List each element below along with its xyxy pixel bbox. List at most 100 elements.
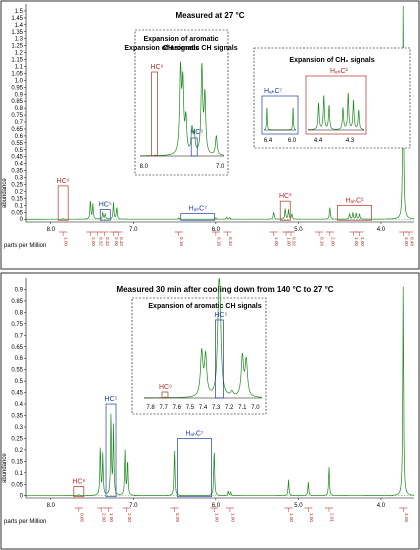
inset-x-tick: 7.0: [251, 405, 260, 411]
inset-box-hc6: [151, 71, 158, 157]
chart-title: Measured at 27 °C: [175, 11, 244, 20]
inset-label: HC⁵: [214, 312, 227, 319]
integral-value: 0.32: [291, 237, 296, 246]
integral-value: 2.00: [114, 237, 119, 246]
y-axis-label: abundance: [2, 178, 8, 208]
y-tick-label: 0.1: [15, 471, 24, 477]
x-tick-label: 6.0: [212, 227, 221, 233]
peak-label: HC⁵: [105, 396, 118, 403]
y-tick-label: 0.25: [11, 436, 23, 442]
y-tick-label: 0.05: [11, 210, 23, 216]
integral-value: 1.00: [360, 237, 365, 246]
panel-frame: [0, 272, 420, 550]
x-axis-label: parts per Million: [4, 519, 46, 525]
y-tick-label: 1.5: [15, 9, 24, 15]
y-tick-label: 0.7: [15, 333, 24, 339]
inset-x-tick: 7.3: [212, 405, 221, 411]
y-tick-label: 0.5: [15, 379, 24, 385]
integral-value: 0.32: [105, 237, 110, 246]
inset-x-tick: 7.7: [159, 405, 168, 411]
y-tick-label: 0.6: [15, 356, 24, 362]
inset-title-line2: CH signals: [163, 45, 199, 52]
peak-highlight-box: [57, 185, 69, 221]
peak-label: HC³: [279, 193, 292, 200]
y-tick-label: 0.65: [11, 127, 23, 133]
inset-title: Expansion of CH₂ signals: [289, 57, 374, 64]
integral-value: 0.32: [228, 237, 233, 246]
integral-value: 1.00: [309, 513, 314, 522]
y-tick-label: 0.3: [15, 176, 24, 182]
integral-value: 1.00: [274, 237, 279, 246]
y-tick-label: 0.75: [11, 322, 23, 328]
inset-box-hc2: [305, 75, 367, 135]
x-tick-label: 5.0: [294, 503, 303, 509]
y-tick-label: 1.35: [11, 30, 23, 36]
y-tick-label: 0.85: [11, 99, 23, 105]
integral-value: 2.00: [127, 513, 132, 522]
y-tick-label: 0: [20, 494, 24, 500]
y-tick-label: 1.4: [15, 23, 24, 29]
inset-title: Expansion of aromatic CH signals: [124, 45, 237, 52]
y-tick-label: 0.7: [15, 120, 24, 126]
inset-label: HC⁶: [151, 64, 164, 71]
inset-aromatic: Expansion of aromatic Expansion of aromat…: [124, 29, 238, 176]
y-tick-label: 0.4: [15, 402, 24, 408]
inset-series-line: [144, 278, 263, 399]
peak-label: HₐₕC²: [346, 197, 365, 204]
inset-title: Expansion of aromatic CH signals: [148, 303, 261, 310]
y-tick-label: 0.45: [11, 155, 23, 161]
inset-series-line: [140, 61, 225, 157]
integral-value: 0.48: [410, 237, 415, 246]
inset-x-tick: 7.6: [173, 405, 182, 411]
y-tick-label: 1.15: [11, 58, 23, 64]
y-tick-label: 0.2: [15, 448, 24, 454]
y-tick-label: 0.4: [15, 162, 24, 168]
y-tick-label: 0.1: [15, 203, 24, 209]
peak-label: HₐₕC⁷: [189, 206, 208, 213]
inset-series-line: [307, 93, 365, 131]
y-tick-label: 1.2: [15, 51, 24, 57]
inset-box-hc6: [161, 391, 169, 399]
inset-frame: [131, 297, 267, 415]
y-tick-label: 0.15: [11, 459, 23, 465]
inset-title-line1: Expansion of aromatic: [143, 36, 218, 43]
integral-value: 2.01: [329, 513, 334, 522]
peak-highlight-box: [177, 438, 212, 498]
inset-label: HC⁵: [190, 129, 203, 136]
y-tick-label: 0.85: [11, 299, 23, 305]
peak-label: HC⁶: [57, 178, 70, 185]
y-tick-label: 0.75: [11, 113, 23, 119]
inset-x-tick: 7.8: [146, 405, 155, 411]
integral-value: 0.16: [179, 237, 184, 246]
integral-value: 1.00: [287, 237, 292, 246]
integral-value: 0.99: [175, 513, 180, 522]
inset-box-hc7: [261, 95, 299, 135]
integral-value: 3.00: [404, 237, 409, 246]
peak-highlight-box: [337, 204, 372, 221]
y-tick-label: 0.35: [11, 169, 23, 175]
y-tick-label: 1.25: [11, 44, 23, 50]
inset-x-tick: 8.0: [140, 164, 149, 170]
inset-x-tick: 4.3: [346, 138, 355, 144]
integral-value: 2.00: [91, 237, 96, 246]
y-tick-label: 1.0: [15, 78, 24, 84]
x-tick-label: 6.0: [212, 503, 221, 509]
x-tick-label: 8.0: [47, 227, 56, 233]
peak-highlight-box: [279, 200, 291, 221]
inset-box-hc5: [190, 137, 198, 157]
integral-value: 0.05: [79, 513, 84, 522]
y-tick-label: 0.9: [15, 92, 24, 98]
x-tick-label: 4.0: [377, 227, 386, 233]
y-axis-label: abundance: [2, 453, 8, 483]
integral-value: 0.16: [216, 237, 221, 246]
x-tick-label: 8.0: [47, 503, 56, 509]
integral-value: 1.00: [109, 513, 114, 522]
y-tick-label: 0.65: [11, 345, 23, 351]
x-axis-label: parts per Million: [4, 243, 46, 249]
inset-x-tick: 7.2: [225, 405, 234, 411]
integral-value: 1.00: [289, 513, 294, 522]
y-tick-label: 1.3: [15, 37, 24, 43]
integral-value: 0.16: [320, 237, 325, 246]
y-tick-label: 0.5: [15, 148, 24, 154]
